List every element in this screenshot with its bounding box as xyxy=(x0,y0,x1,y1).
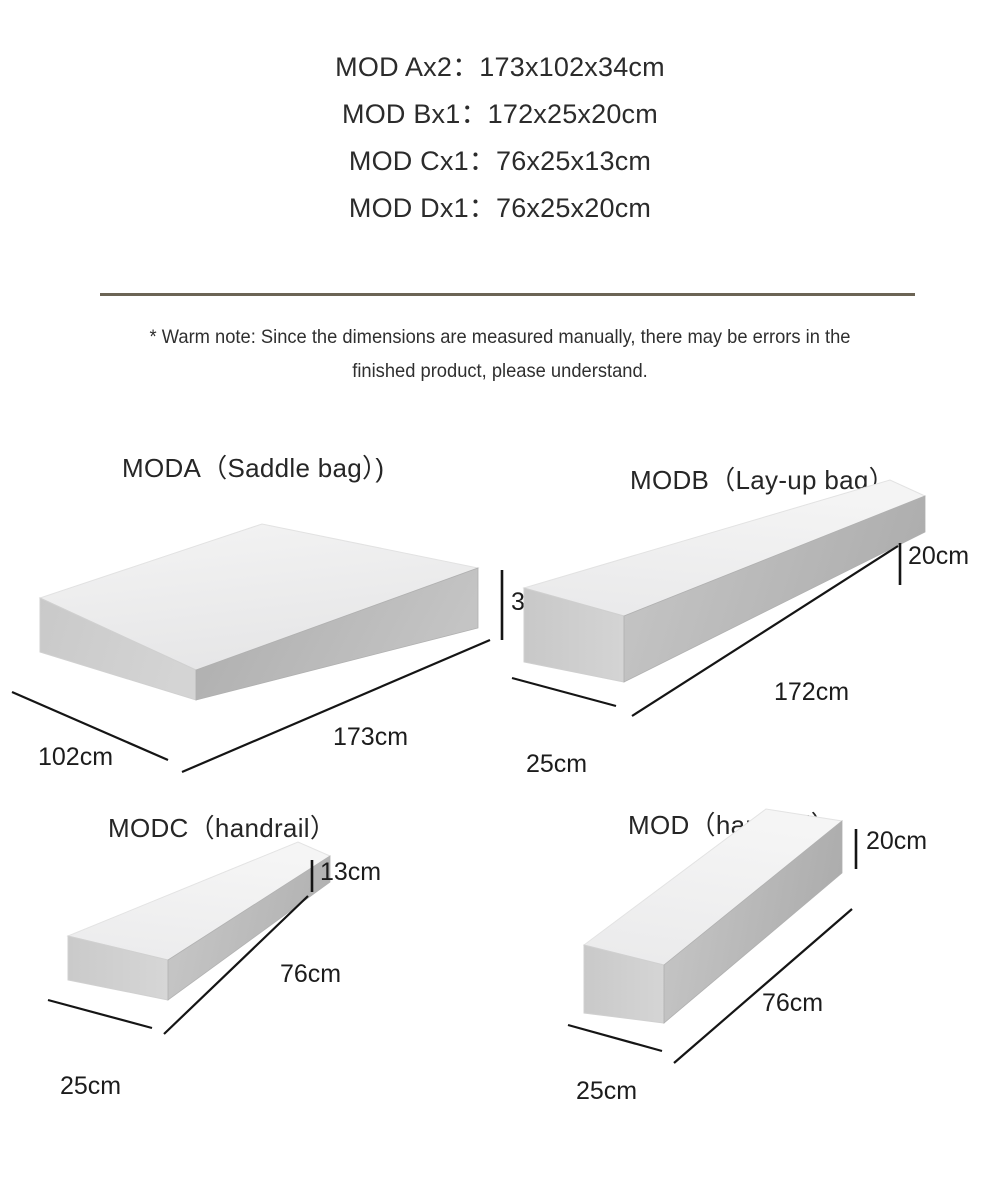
box-title-moda: MODA（Saddle bag）) xyxy=(122,453,385,483)
box-illustration-moda xyxy=(11,523,504,774)
leader-line-length xyxy=(163,895,309,1035)
box-illustration-modd xyxy=(567,808,858,1064)
warm-note: * Warm note: Since the dimensions are me… xyxy=(0,320,1000,388)
warm-note-line-1: * Warm note: Since the dimensions are me… xyxy=(149,326,851,348)
box-illustration-modc xyxy=(47,841,332,1035)
box-face-front xyxy=(167,855,331,1001)
leader-line-width xyxy=(511,676,617,708)
box-face-front xyxy=(663,820,843,1024)
dim-label-length-modd: 76cm xyxy=(762,989,824,1017)
specification-list: MOD Ax2：173x102x34cm MOD Bx1：172x25x20cm… xyxy=(0,44,1000,232)
dim-label-width-modc: 25cm xyxy=(60,1072,122,1100)
dim-label-length-modc: 76cm xyxy=(280,960,342,988)
box-panel-moda: MODA（Saddle bag）) xyxy=(0,440,572,790)
leader-line-length xyxy=(181,638,491,774)
box-face-front xyxy=(195,567,479,701)
spec-row-d: MOD Dx1：76x25x20cm xyxy=(348,193,652,223)
section-divider xyxy=(100,293,915,296)
leader-line-width xyxy=(567,1023,663,1053)
dim-label-height-modc: 13cm xyxy=(320,858,382,886)
dim-label-width-modb: 25cm xyxy=(526,750,588,778)
spec-row-c: MOD Cx1：76x25x13cm xyxy=(348,146,652,176)
dim-label-height-modd: 20cm xyxy=(866,827,928,855)
dim-label-height-modb: 20cm xyxy=(908,542,970,570)
dim-label-width-moda: 102cm xyxy=(38,743,114,771)
box-illustration-modb xyxy=(511,479,927,717)
spec-row-b: MOD Bx1：172x25x20cm xyxy=(342,99,658,129)
leader-line-width xyxy=(11,690,169,762)
warm-note-line-2: finished product, please understand. xyxy=(352,360,648,382)
leader-line-length xyxy=(673,908,853,1064)
box-panel-modd: MOD（handrail） xyxy=(540,795,1000,1165)
box-face-front xyxy=(623,495,926,683)
leader-line-length xyxy=(631,545,899,717)
box-title-modc: MODC（handrail） xyxy=(108,813,337,843)
box-panel-modb: MODB（Lay-up bag） xyxy=(500,450,1000,790)
dim-label-width-modd: 25cm xyxy=(576,1077,638,1105)
leader-line-width xyxy=(47,998,153,1030)
spec-row-a: MOD Ax2：173x102x34cm xyxy=(335,52,665,82)
box-panel-modc: MODC（handrail） xyxy=(40,800,510,1160)
dim-label-length-modb: 172cm xyxy=(774,678,850,706)
dim-label-length-moda: 173cm xyxy=(333,723,409,751)
